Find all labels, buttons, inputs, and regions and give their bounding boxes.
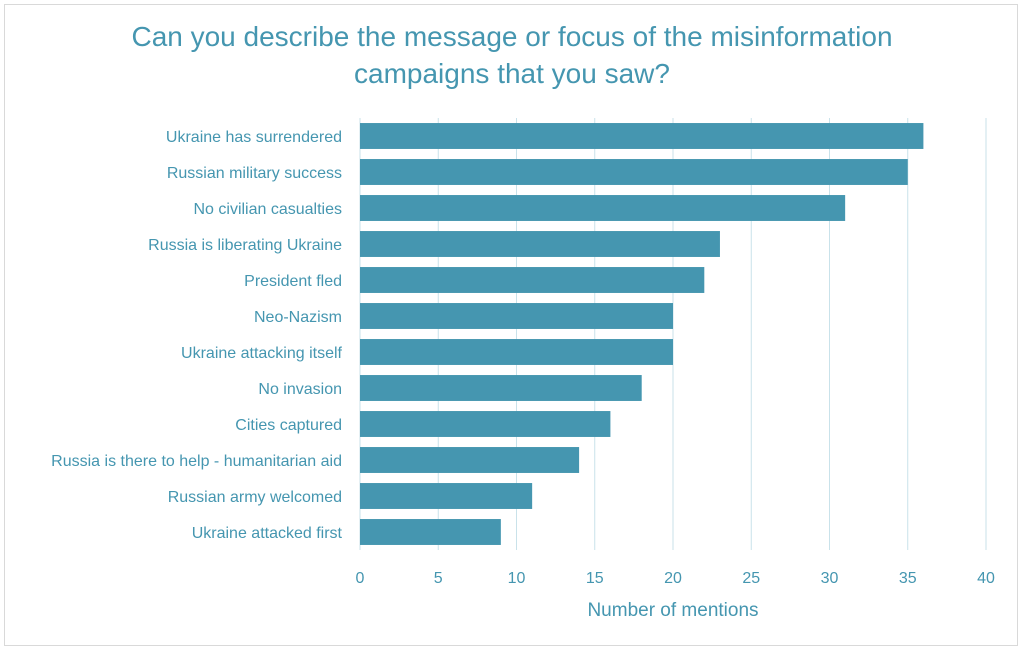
bar [360, 339, 673, 365]
bar [360, 375, 642, 401]
x-tick-label: 25 [742, 570, 760, 587]
bar [360, 231, 720, 257]
bar [360, 159, 908, 185]
bar [360, 195, 846, 221]
x-tick-label: 5 [434, 570, 443, 587]
category-label: Russian military success [167, 165, 342, 182]
chart-title-line-2: campaigns that you saw? [354, 58, 670, 89]
bar [360, 411, 611, 437]
chart-title-line-1: Can you describe the message or focus of… [131, 21, 893, 52]
x-tick-label: 20 [664, 570, 682, 587]
x-tick-label: 15 [586, 570, 604, 587]
category-label: Russia is liberating Ukraine [148, 237, 342, 254]
bar [360, 519, 501, 545]
category-label: President fled [244, 273, 342, 290]
bar [360, 123, 924, 149]
x-tick-label: 35 [899, 570, 917, 587]
category-label: No invasion [258, 381, 342, 398]
bar [360, 267, 705, 293]
x-tick-labels: 0 5 10 15 20 25 30 35 40 [356, 570, 995, 587]
bar [360, 303, 673, 329]
category-label: Ukraine has surrendered [166, 129, 342, 146]
category-labels: Ukraine has surrendered Russian military … [51, 129, 342, 542]
x-tick-label: 40 [977, 570, 995, 587]
chart-title: Can you describe the message or focus of… [0, 18, 1024, 92]
bars [360, 123, 924, 545]
category-label: No civilian casualties [193, 201, 342, 218]
category-label: Cities captured [235, 417, 342, 434]
category-label: Russia is there to help - humanitarian a… [51, 453, 342, 470]
x-tick-label: 30 [821, 570, 839, 587]
x-tick-label: 0 [356, 570, 365, 587]
gridlines [359, 118, 987, 550]
category-label: Russian army welcomed [168, 489, 342, 506]
category-label: Ukraine attacking itself [181, 345, 343, 362]
bar [360, 483, 533, 509]
category-label: Ukraine attacked first [192, 525, 343, 542]
x-tick-label: 10 [508, 570, 526, 587]
category-label: Neo-Nazism [254, 309, 342, 326]
bar [360, 447, 580, 473]
x-axis-title: Number of mentions [587, 600, 758, 621]
